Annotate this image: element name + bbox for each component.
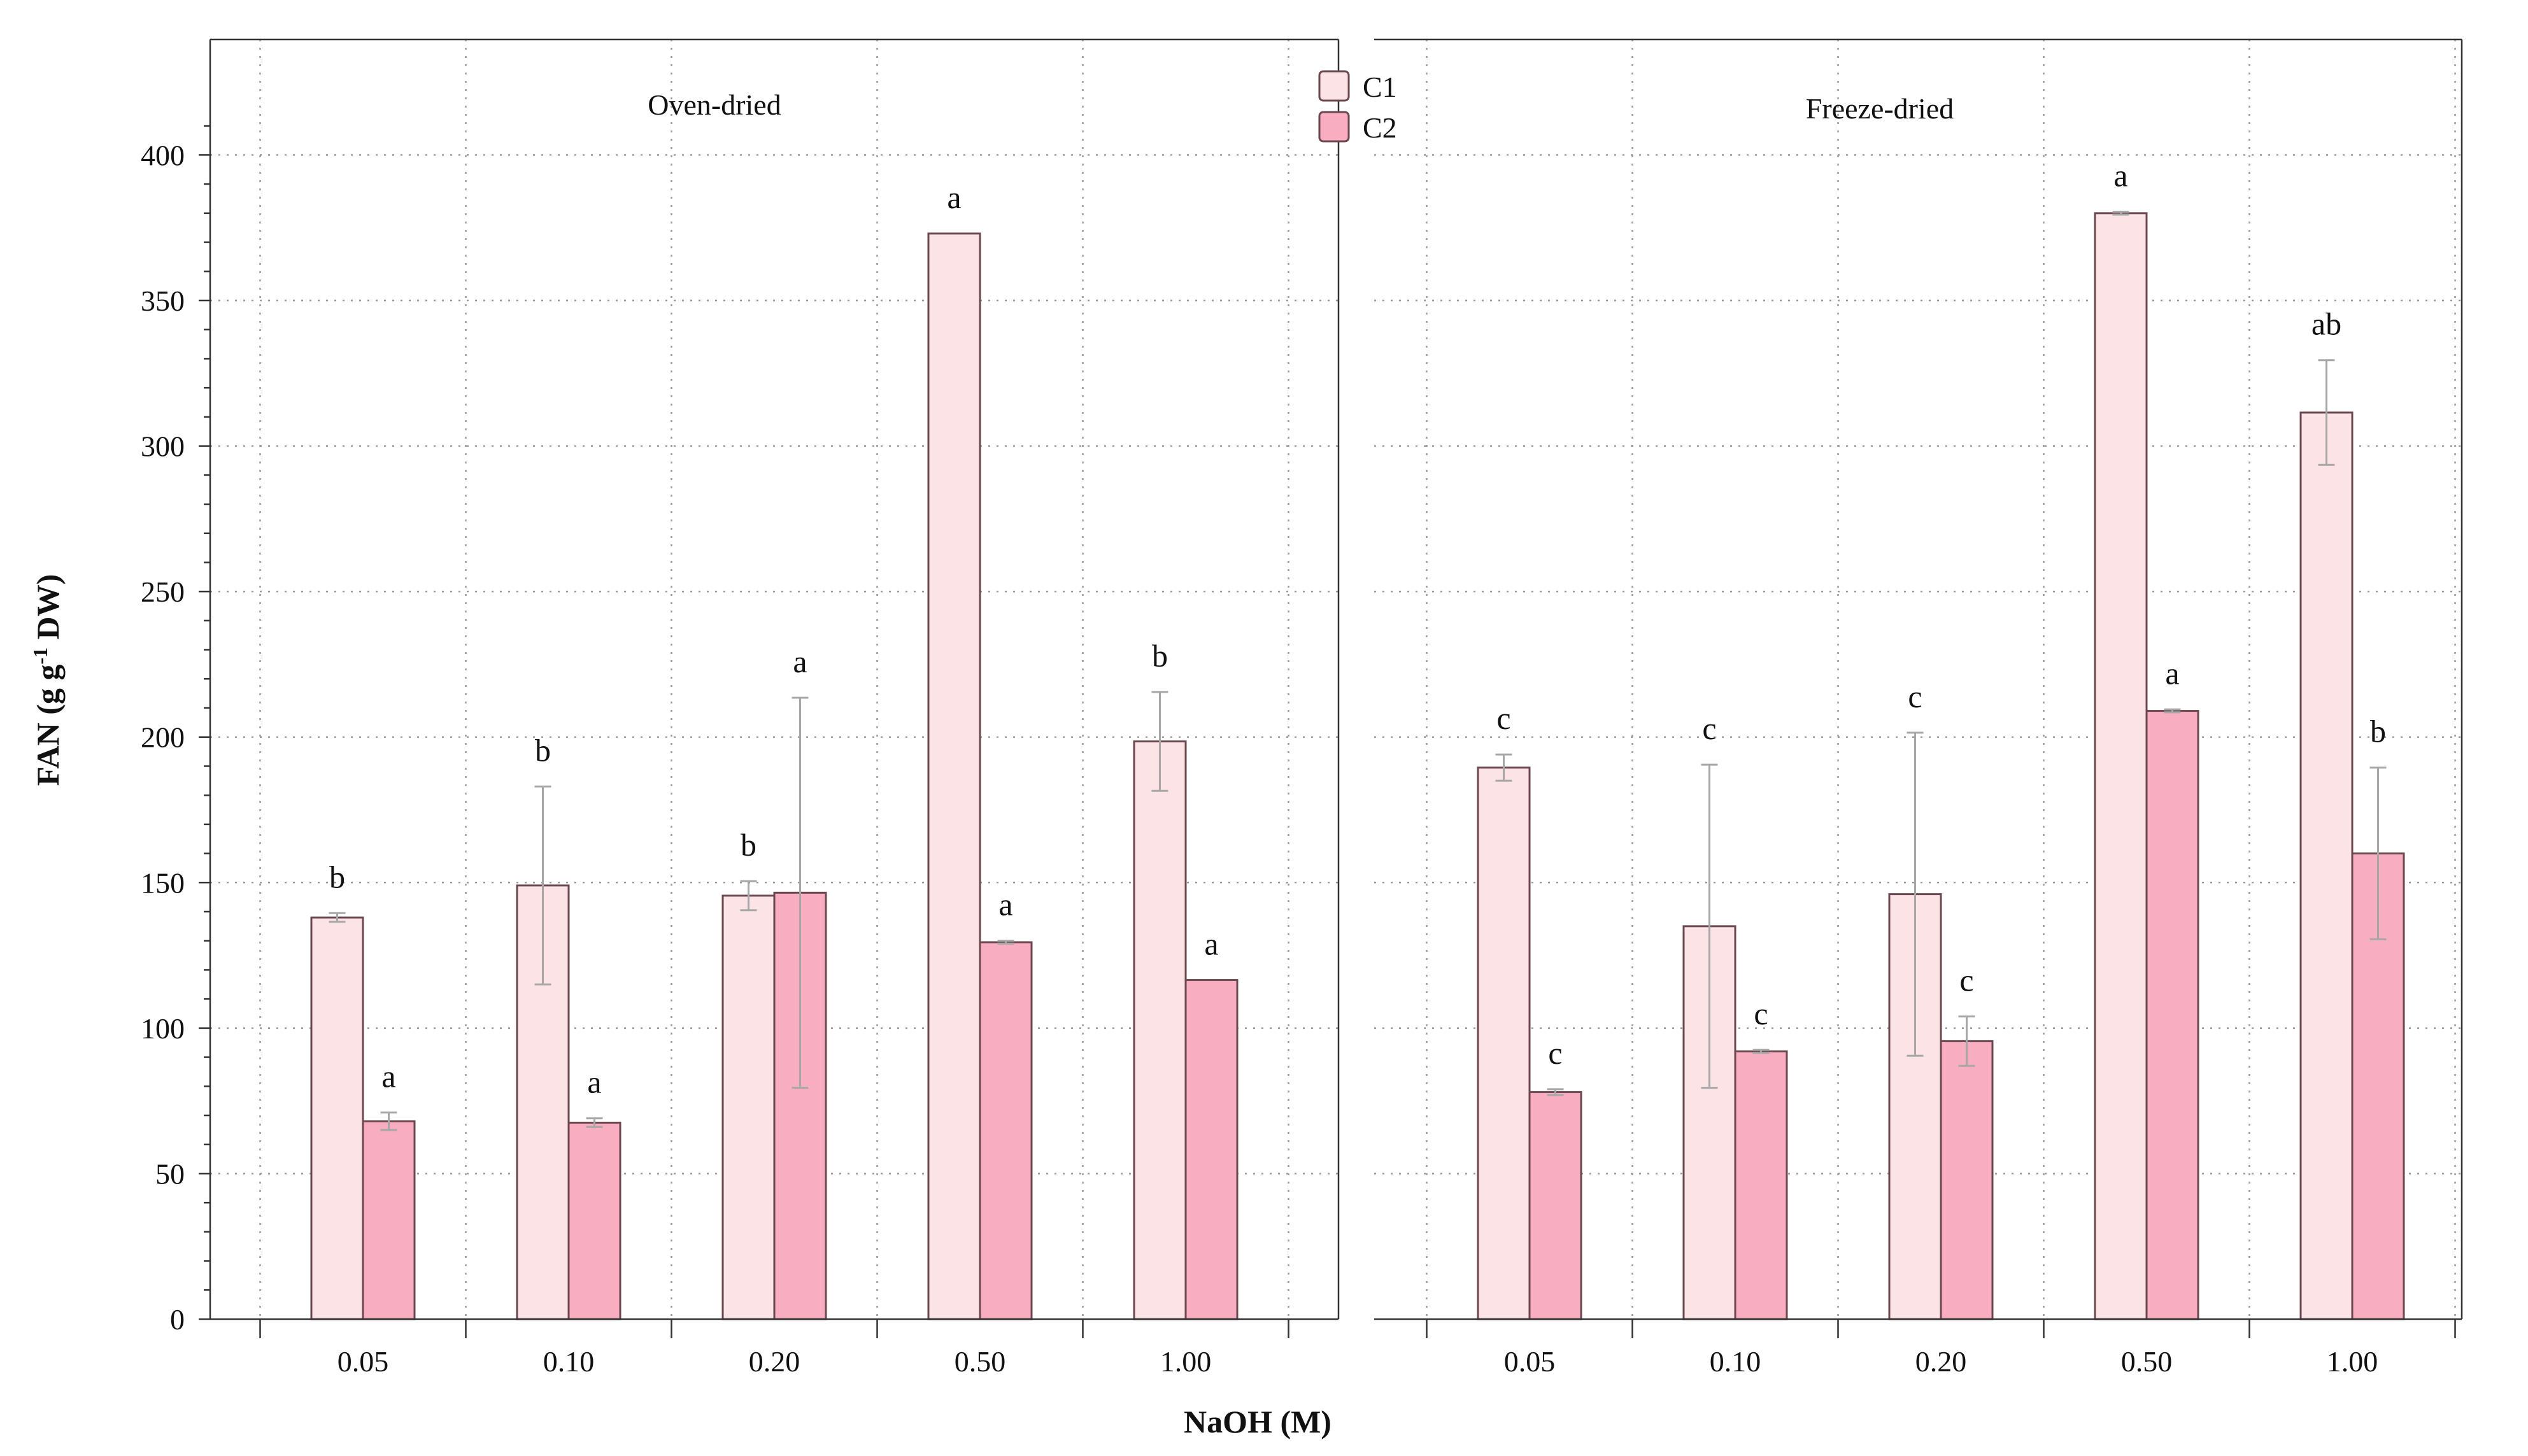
x-tick-label: 1.00: [2327, 1345, 2378, 1378]
x-tick-label: 0.50: [2121, 1345, 2173, 1378]
significance-letter: c: [1754, 996, 1768, 1031]
x-tick-label: 0.10: [1710, 1345, 1761, 1378]
bar-c2: [1528, 1091, 1582, 1320]
bar-c1: [1477, 767, 1531, 1320]
axes-layer: 0 50 100 150 200 250 300 350 400: [141, 39, 2462, 1338]
significance-letter: a: [2165, 655, 2179, 691]
significance-letter: b: [1152, 638, 1168, 674]
significance-letter: b: [741, 827, 756, 863]
bar-c2: [362, 1120, 416, 1320]
legend: C1 C2: [1318, 70, 1397, 144]
significance-letter: a: [947, 180, 961, 215]
x-tick-label: 0.50: [955, 1345, 1006, 1378]
x-tick-label: 0.20: [1915, 1345, 1967, 1378]
x-axis-title: NaOH (M): [1184, 1404, 1331, 1439]
panel-title: Oven-dried: [648, 88, 781, 121]
y-axis-title-main: FAN (g g: [30, 665, 66, 786]
legend-label-c1: C1: [1363, 71, 1397, 103]
bar-c2: [567, 1121, 621, 1320]
x-tick-label: 0.20: [749, 1345, 800, 1378]
bar-c1: [2299, 411, 2354, 1320]
significance-letter: c: [1908, 679, 1922, 714]
bar-c1: [721, 894, 776, 1320]
y-tick-label: 400: [141, 139, 185, 171]
bars-layer: [310, 211, 2405, 1320]
significance-letter: a: [2113, 158, 2127, 194]
legend-label-c2: C2: [1363, 111, 1397, 144]
significance-letter: a: [381, 1058, 395, 1094]
y-tick-label: 0: [170, 1303, 185, 1336]
y-tick-label: 350: [141, 285, 185, 317]
x-tick-label: 0.05: [1504, 1345, 1556, 1378]
y-axis-title: FAN (g g-1 DW): [29, 574, 66, 786]
y-tick-label: 250: [141, 576, 185, 608]
y-tick-label: 100: [141, 1012, 185, 1045]
significance-letter: a: [1204, 926, 1218, 961]
x-tick-label: 0.10: [543, 1345, 595, 1378]
legend-swatch-c2: [1318, 111, 1350, 143]
significance-letter: c: [1702, 710, 1716, 746]
y-tick-label: 200: [141, 721, 185, 754]
bar-c2: [2145, 710, 2199, 1320]
significance-letter: ab: [2311, 306, 2341, 342]
significance-letter: c: [1496, 700, 1510, 736]
significance-letter: a: [587, 1064, 601, 1100]
significance-letter: b: [329, 859, 345, 894]
bar-c1: [2094, 212, 2148, 1320]
x-tick-label: 1.00: [1160, 1345, 1212, 1378]
significance-letter: c: [1959, 963, 1973, 998]
y-tick-label: 300: [141, 430, 185, 463]
significance-letter: b: [2370, 714, 2386, 749]
panel-title: Freeze-dried: [1806, 92, 1954, 125]
significance-letter: a: [793, 644, 807, 679]
y-tick-label: 150: [141, 866, 185, 899]
bar-c2: [1940, 1040, 1994, 1320]
bar-c1: [310, 916, 364, 1320]
y-axis-title-tail: DW): [30, 574, 66, 647]
bar-c2: [979, 941, 1033, 1320]
legend-swatch-c1: [1318, 70, 1350, 102]
y-axis-title-superscript: -1: [29, 647, 52, 665]
bar-c2: [1734, 1050, 1788, 1320]
significance-letter: a: [998, 887, 1012, 922]
x-tick-label: 0.05: [337, 1345, 389, 1378]
significance-letter: c: [1548, 1035, 1562, 1071]
labels-layer: Oven-dried 0.05 b a 0.10 b a 0.20 b a 0.50 a a 1.00 b a…: [329, 88, 2386, 1378]
bar-c2: [1184, 979, 1239, 1320]
y-tick-label: 50: [155, 1157, 185, 1190]
panel-frames: [210, 38, 2463, 1319]
significance-letter: b: [535, 732, 551, 768]
bar-c1: [927, 232, 981, 1320]
bar-c1: [1133, 740, 1187, 1320]
